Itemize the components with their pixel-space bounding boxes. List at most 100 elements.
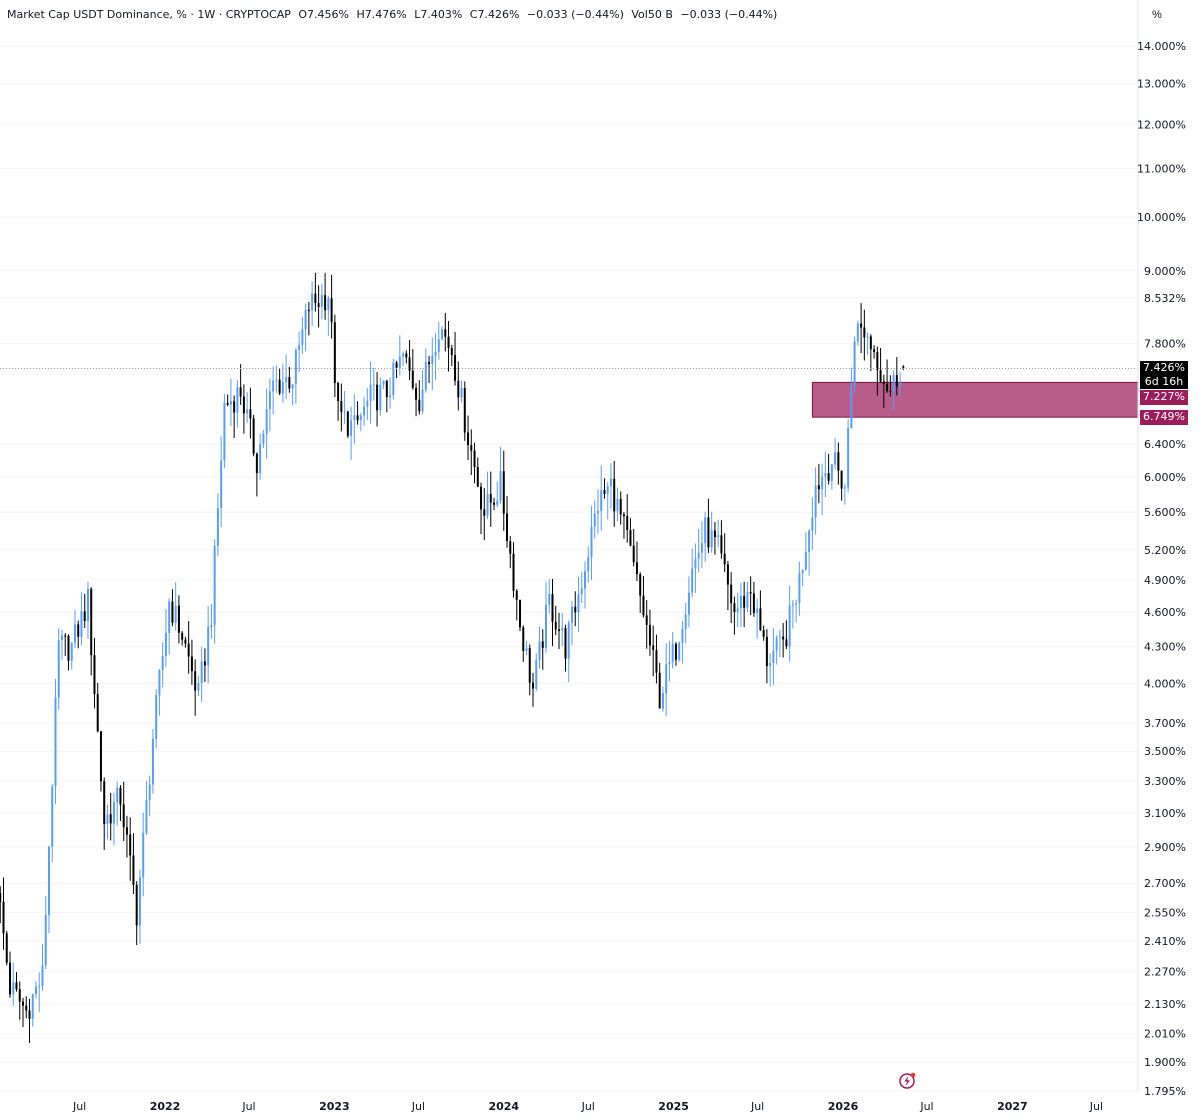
candle — [801, 569, 804, 587]
candle — [506, 495, 509, 548]
candle — [337, 381, 340, 421]
candle-body — [476, 467, 479, 487]
candle-body — [674, 643, 677, 660]
candle-body — [681, 629, 684, 643]
candle — [496, 481, 499, 508]
candle — [652, 625, 655, 677]
candle — [428, 355, 431, 384]
candle — [145, 781, 148, 836]
candle — [723, 533, 726, 572]
candle — [398, 335, 401, 376]
time-tick-label: 2023 — [319, 1100, 350, 1113]
candle — [34, 981, 37, 999]
candle — [246, 392, 249, 423]
candle-body — [626, 516, 629, 531]
support-zone-rectangle[interactable] — [811, 381, 1139, 418]
legend-symbol: Market Cap USDT Dominance, % · 1W · CRYP… — [7, 8, 291, 21]
candle — [255, 452, 258, 497]
candle-body — [119, 787, 122, 805]
candle — [236, 380, 239, 428]
candle — [327, 295, 330, 336]
candle — [658, 662, 661, 709]
candle-body — [38, 986, 41, 988]
candle — [470, 429, 473, 475]
candle — [473, 442, 476, 484]
candle — [294, 347, 297, 404]
candle-body — [700, 543, 703, 553]
price-tick-label: 2.270% — [1144, 965, 1186, 978]
candle — [736, 592, 739, 628]
candle-body — [330, 298, 333, 323]
candle-body — [408, 357, 411, 371]
symbol-legend[interactable]: Market Cap USDT Dominance, % · 1W · CRYP… — [7, 8, 781, 21]
candle — [606, 481, 609, 520]
candle-body — [463, 387, 466, 433]
candle — [694, 543, 697, 593]
candle-body — [385, 380, 388, 397]
candle-body — [109, 814, 112, 824]
candle — [639, 572, 642, 613]
candle-body — [171, 601, 174, 623]
percent-scale-button[interactable]: % — [1152, 9, 1162, 21]
candle — [775, 635, 778, 665]
price-tick-label: 3.700% — [1144, 717, 1186, 730]
candle-body — [41, 965, 44, 987]
time-tick-label: Jul — [581, 1100, 595, 1113]
price-axis[interactable]: 14.000% 13.000% 12.000% 11.000% 10.000% 9.000… — [1137, 40, 1186, 1098]
candle — [889, 375, 892, 397]
candle-body — [447, 336, 450, 349]
candle — [424, 348, 427, 393]
candle-body — [398, 356, 401, 368]
time-axis[interactable]: Jul 2022 Jul 2023 Jul 2024 Jul 2025 Jul 2026 Jul 20… — [72, 1100, 1103, 1113]
candle-body — [496, 500, 499, 505]
candle — [791, 600, 794, 629]
candle-body — [671, 643, 674, 663]
candle — [340, 383, 343, 432]
candle — [502, 450, 505, 531]
candle — [220, 436, 223, 527]
candle-body — [528, 648, 531, 683]
candle — [213, 539, 216, 644]
candle-body — [2, 902, 5, 934]
candle — [415, 383, 418, 417]
candle — [369, 361, 372, 424]
candle — [707, 498, 710, 553]
candle-body — [548, 594, 551, 605]
candle-body — [320, 295, 323, 307]
candle — [756, 598, 759, 639]
candle-body — [213, 545, 216, 626]
candle-body — [782, 636, 785, 640]
candle-body — [73, 624, 76, 643]
candle-body — [583, 571, 586, 589]
candle — [38, 972, 41, 1013]
candle — [2, 877, 5, 950]
candle — [538, 626, 541, 669]
candle — [460, 380, 463, 403]
candle — [697, 529, 700, 573]
candle — [317, 285, 320, 328]
candle — [574, 591, 577, 627]
candle — [544, 581, 547, 653]
candle — [164, 609, 167, 667]
candle — [216, 493, 219, 556]
candle-body — [83, 611, 86, 621]
candle — [860, 303, 863, 354]
alert-lightning-icon[interactable] — [898, 1070, 918, 1090]
candle-body — [873, 349, 876, 353]
candle — [249, 387, 252, 439]
candle — [177, 595, 180, 644]
legend-volume-change: −0.033 (−0.44%) — [680, 8, 778, 21]
candle-body — [382, 380, 385, 385]
candle-body — [655, 650, 658, 673]
candle — [5, 930, 8, 966]
candle-body — [64, 635, 67, 637]
candle-body — [80, 611, 83, 637]
candle — [769, 653, 772, 687]
candle-body — [200, 661, 203, 683]
candle — [60, 629, 63, 660]
candle-body — [567, 622, 570, 659]
candle-body — [480, 486, 483, 510]
candle-body — [411, 370, 414, 388]
candle — [311, 281, 314, 327]
